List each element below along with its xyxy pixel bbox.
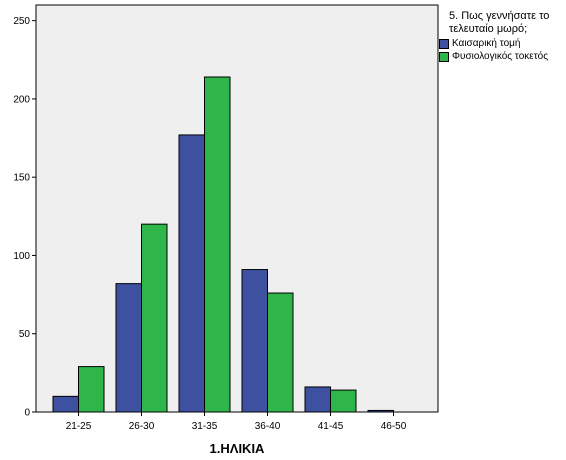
legend-item: Φυσιολογικός τοκετός — [439, 51, 564, 62]
y-tick-label: 200 — [13, 94, 30, 105]
bar-41-45-natural — [330, 389, 357, 413]
legend-title: 5. Πως γεννήσατε το τελευταίο μωρό; — [449, 10, 550, 35]
bar-36-40-natural — [267, 292, 294, 413]
bar-36-40-caesarean — [241, 269, 268, 413]
x-tick-label: 26-30 — [129, 421, 155, 432]
plot-area — [35, 4, 439, 413]
legend-swatch — [439, 51, 449, 62]
x-axis: 21-25 26-30 31-35 36-40 41-45 46-50 — [66, 412, 407, 432]
legend: 5. Πως γεννήσατε το τελευταίο μωρό; Καισ… — [439, 10, 564, 62]
bar-26-30-natural — [141, 223, 168, 413]
legend-swatch — [439, 38, 449, 49]
y-tick-label: 50 — [19, 329, 31, 340]
x-tick-label: 41-45 — [318, 421, 344, 432]
x-tick-label: 31-35 — [192, 421, 218, 432]
legend-label: Καισαρική τομή — [452, 38, 521, 49]
x-axis-title: 1.ΗΛΙΚΙΑ — [210, 441, 266, 456]
legend-label: Φυσιολογικός τοκετός — [452, 51, 549, 62]
bar-21-25-caesarean — [52, 395, 79, 413]
bar-41-45-caesarean — [304, 386, 331, 413]
y-tick-label: 100 — [13, 251, 30, 262]
bar-26-30-caesarean — [115, 283, 142, 413]
bar-46-50-caesarean — [367, 409, 394, 413]
bar-31-35-natural — [204, 76, 231, 413]
y-tick-label: 150 — [13, 173, 30, 184]
bar-31-35-caesarean — [178, 134, 205, 413]
x-tick-label: 36-40 — [255, 421, 281, 432]
x-tick-label: 46-50 — [381, 421, 407, 432]
y-tick-label: 0 — [24, 408, 30, 419]
legend-item: Καισαρική τομή — [439, 38, 564, 49]
bar-21-25-natural — [78, 366, 105, 413]
y-tick-label: 250 — [13, 16, 30, 27]
x-tick-label: 21-25 — [66, 421, 92, 432]
legend-items: Καισαρική τομή Φυσιολογικός τοκετός — [439, 38, 564, 62]
bars — [52, 76, 394, 413]
y-axis: 0 50 100 150 200 250 — [13, 16, 36, 419]
